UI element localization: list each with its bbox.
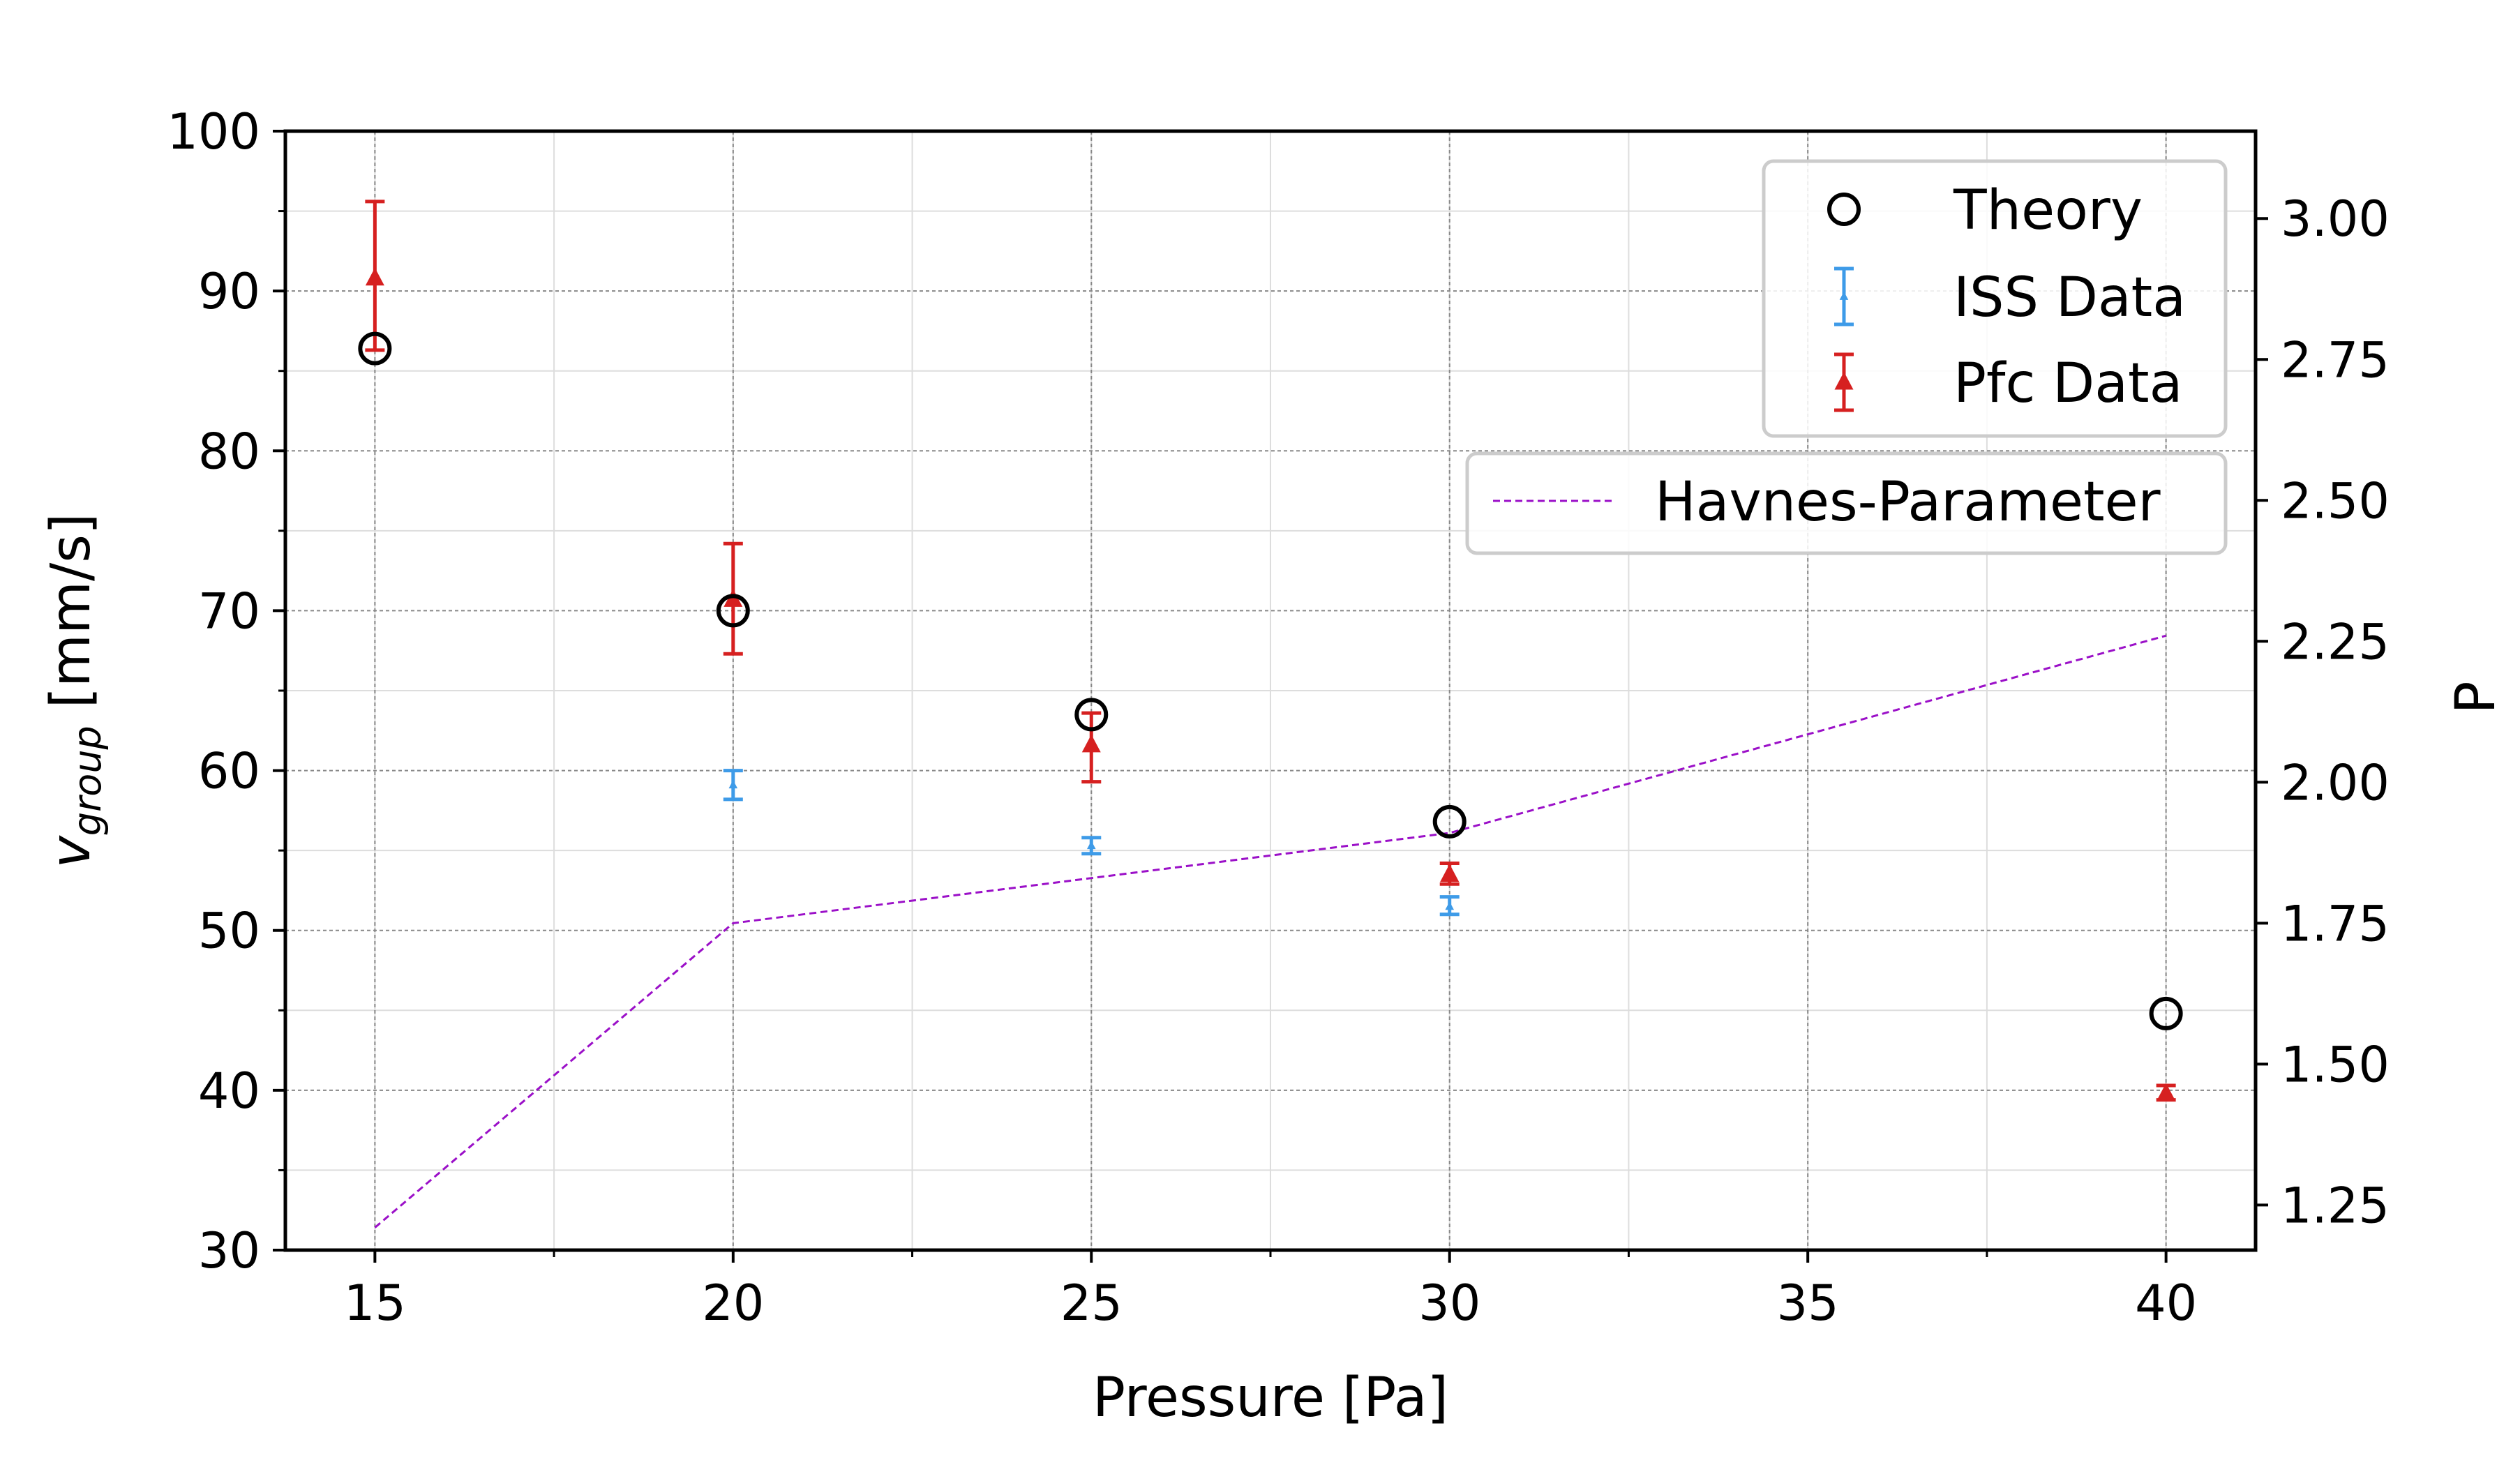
y2-tick-label: 1.75 xyxy=(2281,895,2390,952)
y-tick-label: 90 xyxy=(198,263,260,320)
legend-iss-label: ISS Data xyxy=(1953,266,2186,329)
y-tick-label: 80 xyxy=(198,423,260,480)
havnes-parameter-line xyxy=(374,634,2167,1228)
y-axis-label-unit: [mm/s] xyxy=(40,513,103,726)
theory-marker xyxy=(2149,996,2183,1030)
pfc-marker xyxy=(2157,1083,2176,1101)
iss-marker xyxy=(1086,841,1096,850)
axis-layer: 15 20 25 30 35 40 30 40 50 60 70 80 90 100 1.25 1.50 1.7… xyxy=(167,103,2389,1332)
grid-layer xyxy=(285,130,2256,1251)
x-axis-label: Pressure [Pa] xyxy=(1093,1367,1448,1429)
theory-marker xyxy=(1432,804,1467,839)
y-axis-label: vgroup [mm/s] xyxy=(40,513,110,869)
data-layer xyxy=(358,200,2183,1228)
y2-tick-label: 1.25 xyxy=(2281,1177,2390,1234)
pfc-marker xyxy=(1440,864,1460,882)
legend-theory-label: Theory xyxy=(1953,179,2143,242)
iss-marker xyxy=(728,780,738,789)
x-tick-label: 40 xyxy=(2135,1275,2197,1332)
iss-marker xyxy=(1445,901,1455,910)
y-tick-label: 40 xyxy=(198,1062,260,1120)
legend-secondary-box xyxy=(1465,451,2228,555)
iss-data-point xyxy=(723,769,743,802)
pfc-data-point xyxy=(1439,861,1460,886)
pfc-marker xyxy=(1081,734,1101,753)
x-tick-label: 25 xyxy=(1060,1275,1123,1332)
y2-tick-label: 2.25 xyxy=(2281,613,2390,670)
y-axis-label-main: v xyxy=(40,834,103,868)
pfc-marker xyxy=(365,267,384,286)
x-tick-label: 15 xyxy=(344,1275,406,1332)
y2-tick-label: 2.75 xyxy=(2281,331,2390,389)
y-tick-label: 50 xyxy=(198,903,260,960)
y2-tick-label: 2.50 xyxy=(2281,472,2390,529)
theory-marker xyxy=(1074,698,1109,732)
y-tick-label: 30 xyxy=(198,1222,260,1279)
y-tick-label: 70 xyxy=(198,583,260,640)
theory-marker xyxy=(358,331,392,366)
y-tick-label: 100 xyxy=(167,103,260,160)
legend-pfc-label: Pfc Data xyxy=(1953,352,2182,415)
y-tick-label: 60 xyxy=(198,743,260,800)
legend-secondary: Havnes-Parameter xyxy=(1465,451,2228,555)
theory-marker xyxy=(716,594,750,628)
y2-tick-label: 1.50 xyxy=(2281,1036,2390,1093)
y2-axis-label: P xyxy=(2445,681,2507,714)
legend-iss-marker xyxy=(1839,292,1849,300)
x-tick-label: 35 xyxy=(1777,1275,1839,1332)
y2-tick-label: 2.00 xyxy=(2281,754,2390,811)
legend-pfc-marker xyxy=(1834,372,1854,390)
x-tick-label: 20 xyxy=(702,1275,764,1332)
x-tick-label: 30 xyxy=(1418,1275,1480,1332)
y-axis-label-sub: group xyxy=(66,726,110,836)
pfc-data-point xyxy=(1081,711,1102,784)
pfc-data-point xyxy=(365,200,385,352)
legend-theory-marker xyxy=(1827,193,1861,226)
iss-data-point xyxy=(1439,895,1460,917)
legend-primary: Theory ISS Data Pfc Data xyxy=(1762,159,2228,438)
iss-data-point xyxy=(1081,836,1102,856)
pfc-data-point xyxy=(2156,1083,2176,1102)
y2-tick-label: 3.00 xyxy=(2281,190,2390,248)
legend-primary-box xyxy=(1762,159,2228,438)
legend-havnes-label: Havnes-Parameter xyxy=(1655,471,2161,534)
